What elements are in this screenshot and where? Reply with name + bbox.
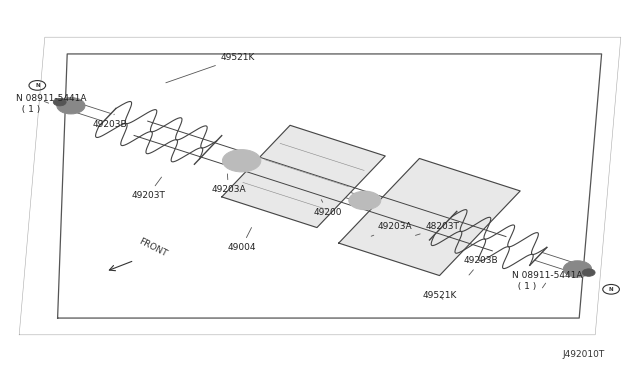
Circle shape (223, 150, 261, 172)
Text: 49203B: 49203B (93, 114, 127, 129)
Circle shape (563, 261, 591, 277)
Text: N 08911-5441A
  ( 1 ): N 08911-5441A ( 1 ) (512, 271, 582, 291)
Text: 49521K: 49521K (422, 291, 457, 300)
Text: 49203T: 49203T (131, 177, 165, 200)
Text: 49200: 49200 (314, 200, 342, 217)
Text: N: N (609, 287, 613, 292)
Text: 49521K: 49521K (166, 53, 255, 83)
Circle shape (582, 269, 595, 276)
Text: 49203B: 49203B (464, 256, 499, 275)
Text: J492010T: J492010T (563, 350, 605, 359)
Text: 49004: 49004 (227, 228, 256, 252)
Circle shape (349, 191, 381, 210)
Text: 49203A: 49203A (211, 174, 246, 194)
Text: 48203T: 48203T (415, 222, 460, 235)
Text: N: N (35, 83, 40, 88)
Circle shape (53, 99, 66, 106)
Polygon shape (339, 158, 520, 276)
Circle shape (57, 97, 85, 114)
Text: 49203A: 49203A (371, 222, 412, 236)
Polygon shape (222, 125, 385, 228)
Text: FRONT: FRONT (138, 237, 169, 259)
Text: N 08911-5441A
  ( 1 ): N 08911-5441A ( 1 ) (16, 94, 86, 114)
